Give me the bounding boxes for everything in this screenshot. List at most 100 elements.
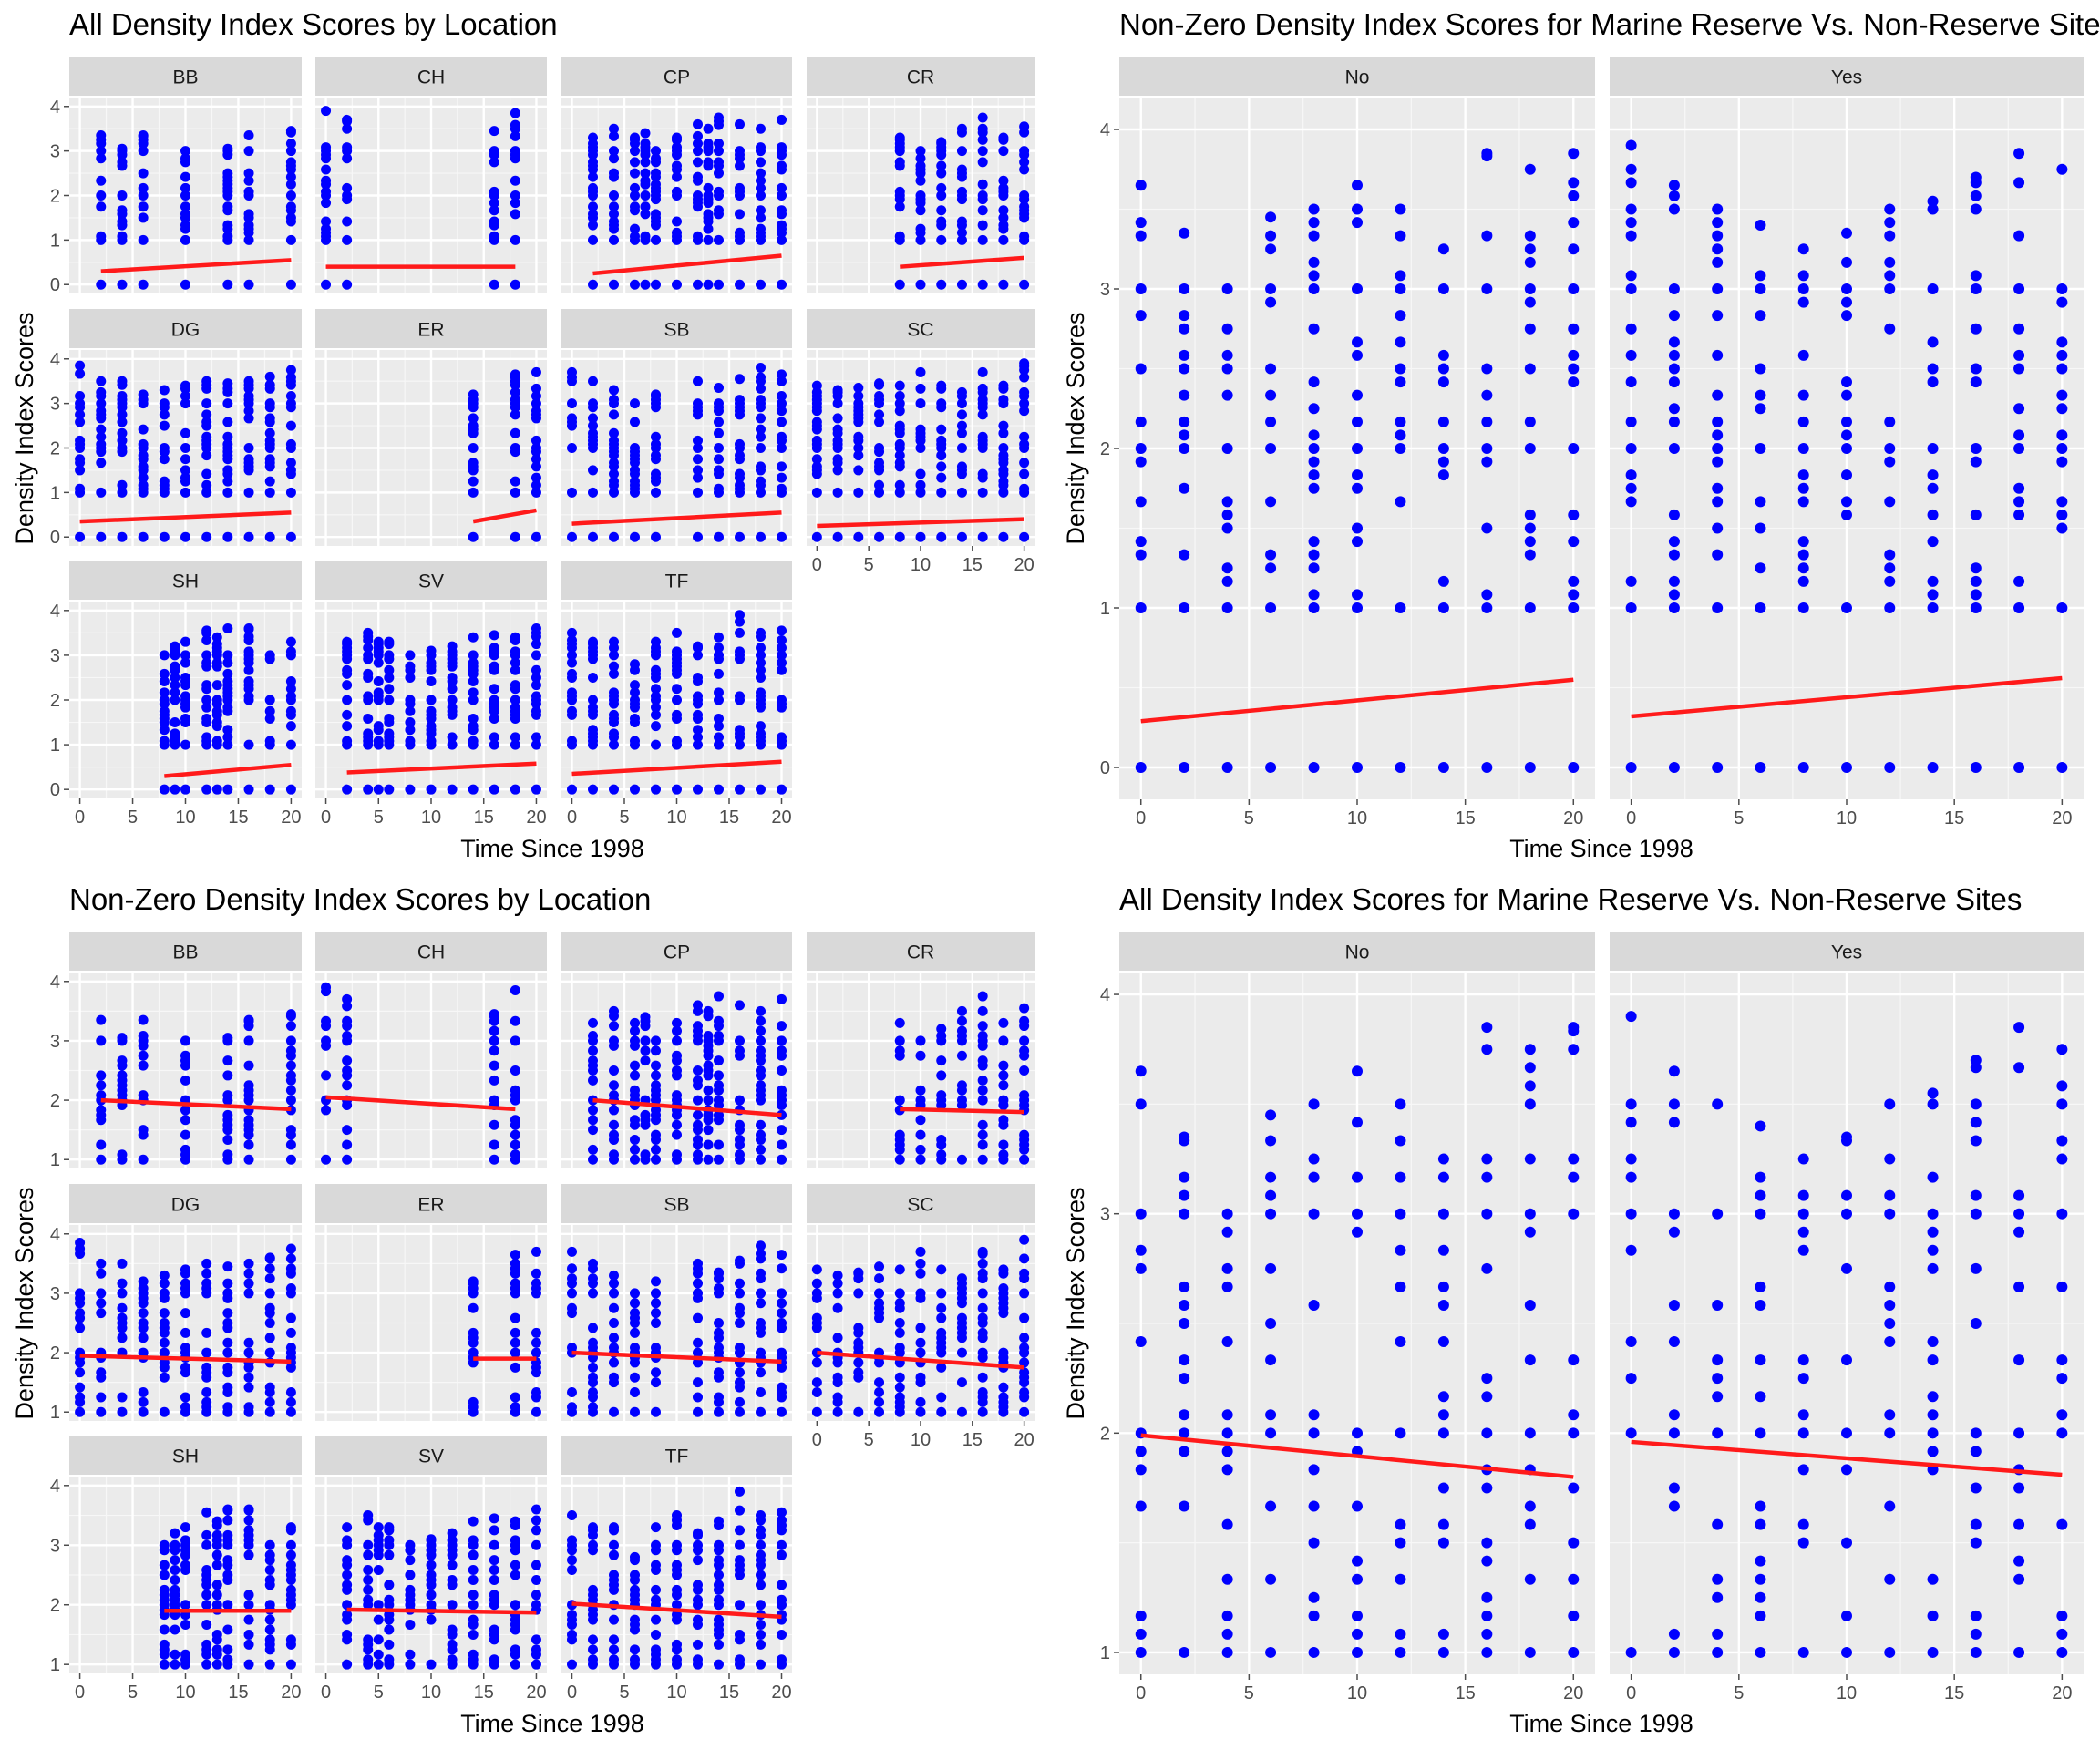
data-point [672,190,682,201]
data-point [243,234,254,245]
data-point [735,1302,745,1313]
data-point [936,380,947,391]
data-point [530,409,541,420]
data-point [735,398,745,409]
data-point [1927,1226,1939,1238]
data-point [510,1392,520,1403]
chart-title: Non-Zero Density Index Scores for Marine… [1119,7,2100,41]
data-point [693,157,703,168]
data-point [567,627,577,638]
y-tick-label: 1 [50,1655,60,1675]
data-point [1135,230,1147,242]
facet-strip-label: DG [171,320,201,341]
data-point [1927,1427,1939,1439]
data-point [1524,1044,1536,1055]
x-tick-label: 0 [567,808,577,828]
data-point [714,1095,724,1106]
data-point [777,1154,787,1165]
data-point [1179,283,1190,294]
data-point [1395,416,1406,427]
data-point [1668,602,1680,613]
data-point [1221,1610,1233,1621]
data-point [2013,602,2025,613]
data-point [735,1278,745,1289]
data-point [588,435,598,446]
data-point [285,1060,296,1071]
data-point [714,1154,724,1165]
data-point [530,639,541,650]
data-point [756,650,766,661]
data-point [1135,602,1147,613]
data-point [243,146,254,157]
data-point [1841,1262,1852,1274]
data-point [1970,1055,1982,1066]
data-point [222,623,233,633]
data-point [609,1154,619,1165]
data-point [211,1629,222,1640]
data-point [489,234,499,245]
data-point [264,1387,275,1398]
data-point [1179,1409,1190,1421]
data-point [735,160,745,171]
data-point [735,118,745,129]
data-point [1265,211,1277,223]
data-point [853,383,864,394]
data-point [714,1318,724,1328]
data-point [977,205,988,216]
data-point [672,1070,682,1081]
data-point [117,417,128,427]
data-point [243,1639,254,1650]
data-point [1221,1208,1233,1220]
x-tick-label: 20 [771,1683,791,1703]
facet-strip-label: ER [417,1195,444,1216]
x-tick-label: 15 [719,808,739,828]
data-point [243,664,254,675]
data-point [756,1560,766,1570]
data-point [1481,1373,1493,1385]
data-point [651,1629,661,1640]
data-point [703,146,714,157]
data-point [1884,1299,1896,1311]
x-tick-label: 10 [666,808,686,828]
data-point [977,443,988,453]
data-point [977,134,988,145]
data-point [1179,1446,1190,1457]
data-point [222,1560,233,1570]
data-point [1625,283,1637,294]
data-point [201,450,212,461]
data-point [138,212,149,223]
data-point [1668,283,1680,294]
data-point [777,149,787,160]
data-point [1524,1573,1536,1585]
data-point [894,424,905,435]
data-point [159,385,170,396]
data-point [342,1659,353,1670]
data-point [977,127,988,138]
data-point [2013,496,2025,508]
data-point [243,1278,254,1289]
data-point [468,1654,479,1665]
data-point [651,1659,661,1670]
data-point [651,443,661,453]
data-point [853,413,864,424]
data-point [243,279,254,290]
data-point [1395,1135,1406,1147]
data-point [1712,310,1724,322]
data-point [693,1377,703,1388]
data-point [264,443,275,453]
data-point [159,650,170,661]
data-point [264,695,275,705]
data-point [832,465,843,476]
data-point [2056,403,2068,415]
data-point [1625,469,1637,481]
data-point [1625,323,1637,335]
data-point [530,435,541,446]
data-point [714,465,724,476]
data-point [1481,1537,1493,1549]
data-point [1352,349,1363,361]
data-point [1179,389,1190,401]
data-point [1927,536,1939,548]
data-point [651,1115,661,1126]
data-point [1437,762,1449,773]
data-point [1970,283,1982,294]
